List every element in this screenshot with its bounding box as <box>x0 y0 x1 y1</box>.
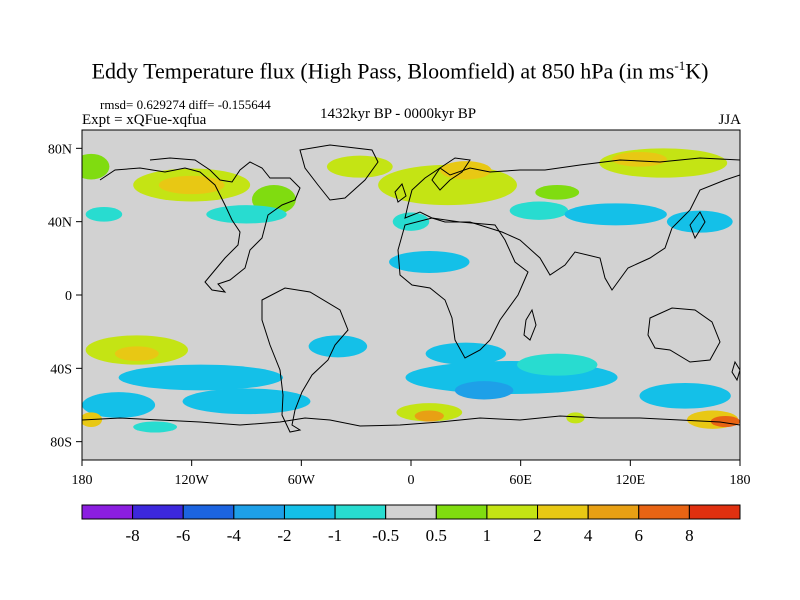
colorbar-swatch <box>587 504 640 520</box>
anomaly-patch <box>182 388 311 415</box>
anomaly-patch <box>85 207 123 222</box>
colorbar-label: -2 <box>277 526 291 545</box>
greenland-coast <box>299 144 379 201</box>
colorbar-swatch <box>182 504 235 520</box>
y-tick-label: 40N <box>48 216 72 231</box>
y-tick-label: 40S <box>50 362 72 377</box>
colorbar-swatch <box>638 504 690 520</box>
colorbar-label: 0.5 <box>426 526 447 545</box>
x-tick-label: 120E <box>616 473 646 488</box>
japan-coast <box>689 211 706 240</box>
anomaly-patch <box>326 155 393 178</box>
rmsd-diff-label: rmsd= 0.629274 diff= -0.155644 <box>100 97 271 112</box>
colorbar-label: -1 <box>328 526 342 545</box>
colorbar-label: -8 <box>126 526 140 545</box>
anomaly-patch <box>454 381 514 400</box>
x-tick-label: 120W <box>175 473 210 488</box>
colorbar-swatch <box>283 504 336 520</box>
anomaly-patch <box>114 346 159 361</box>
antarctica-coast <box>82 415 740 427</box>
colorbar-swatch <box>537 504 589 520</box>
africa-coast <box>397 217 529 359</box>
anomaly-patch <box>639 383 731 409</box>
north-america-coast <box>99 157 301 293</box>
colorbar-label: 2 <box>533 526 542 545</box>
colorbar-swatch <box>486 504 539 520</box>
chart-title: Eddy Temperature flux (High Pass, Bloomf… <box>0 58 800 84</box>
anomaly-patch <box>82 153 110 180</box>
colorbar-label: 6 <box>635 526 644 545</box>
colorbar-swatch <box>132 504 184 520</box>
anomaly-patch <box>133 421 178 433</box>
colorbar-swatch <box>435 504 488 520</box>
south-america-coast <box>261 287 349 433</box>
colorbar-label: 1 <box>483 526 492 545</box>
colorbar: -8 -6 -4 -2 -1 -0.5 0.5 1 2 4 6 8 <box>81 504 741 545</box>
experiment-label: Expt = xQFue-xqfua <box>82 112 207 128</box>
colorbar-label: -4 <box>227 526 242 545</box>
colorbar-label: 4 <box>584 526 593 545</box>
x-tick-label: 180 <box>72 473 93 488</box>
anomaly-patch <box>666 210 733 233</box>
y-tick-label: 80S <box>50 436 72 451</box>
anomaly-patch <box>535 185 580 200</box>
anomaly-patch <box>206 205 287 224</box>
title-tail: K) <box>685 58 709 84</box>
anomaly-patch <box>564 203 667 226</box>
anomaly-patch <box>566 412 585 424</box>
anomaly-patch <box>425 342 507 365</box>
colorbar-label: -6 <box>176 526 190 545</box>
anomaly-patch <box>389 251 470 273</box>
scandinavia-coast <box>431 157 471 191</box>
anomaly-patch <box>414 410 444 422</box>
colorbar-label: 8 <box>685 526 694 545</box>
anomaly-patch <box>612 152 667 167</box>
season-label: JJA <box>718 112 741 128</box>
colorbar-swatch <box>233 504 285 520</box>
anomaly-patch <box>82 392 156 418</box>
anomaly-patch <box>509 201 569 220</box>
colorbar-swatch <box>81 504 134 520</box>
anomaly-patch <box>392 212 430 231</box>
axis-layer: 180 120W 60W 0 60E 120E 180 80N 40N 0 40S 80S <box>48 142 751 488</box>
period-label: 1432kyr BP - 0000kyr BP <box>320 106 477 122</box>
colorbar-swatch <box>688 504 741 520</box>
y-tick-label: 80N <box>48 142 72 157</box>
x-tick-label: 0 <box>408 473 415 488</box>
madagascar-coast <box>523 308 537 341</box>
anomaly-patch <box>440 161 492 180</box>
title-main: Eddy Temperature flux (High Pass, Bloomf… <box>91 58 675 84</box>
title-superscript: -1 <box>674 58 686 73</box>
australia-coast <box>647 307 721 363</box>
eurasia-coast <box>404 157 740 291</box>
colorbar-label: -0.5 <box>372 526 399 545</box>
new-zealand-coast <box>731 360 740 382</box>
anomaly-patch <box>517 353 598 376</box>
x-tick-label: 180 <box>730 473 751 488</box>
y-tick-label: 0 <box>65 289 72 304</box>
anomaly-patch <box>158 175 225 195</box>
x-tick-label: 60E <box>509 473 532 488</box>
anomaly-patch <box>118 364 284 391</box>
coastlines <box>82 144 740 433</box>
anomaly-patch <box>308 335 368 358</box>
colorbar-swatch <box>334 504 387 520</box>
uk-coast <box>394 183 407 203</box>
colorbar-swatch <box>385 504 437 520</box>
x-tick-label: 60W <box>288 473 316 488</box>
